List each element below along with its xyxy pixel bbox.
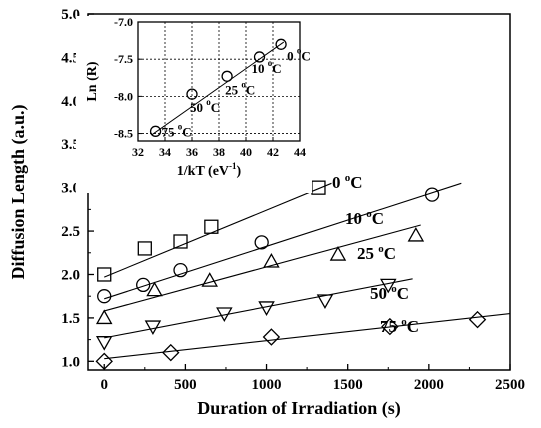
data-point (329, 246, 347, 261)
series-label: 25 oC (357, 243, 396, 263)
data-point (173, 262, 188, 278)
inset-x-tick-label: 42 (267, 145, 279, 159)
data-point (95, 352, 113, 371)
inset-y-tick-label: -7.0 (114, 15, 133, 29)
inset-x-tick-label: 34 (159, 145, 171, 159)
inset-x-tick-label: 36 (186, 145, 198, 159)
inset-point-label: 10 oC (252, 58, 282, 76)
inset-data-point (275, 38, 287, 50)
data-point (262, 328, 281, 346)
y-tick-label: 1.5 (61, 311, 80, 327)
inset-background (76, 16, 312, 193)
data-point (407, 226, 425, 242)
inset-x-tick-label: 40 (240, 145, 252, 159)
data-point (95, 336, 113, 351)
inset-point-label: 75 oC (162, 121, 192, 139)
data-point (201, 272, 218, 287)
inset-data-point (221, 70, 233, 82)
data-point (146, 281, 163, 297)
data-point (173, 234, 188, 249)
series-label: 50 oC (370, 283, 409, 303)
inset-data-point (186, 88, 198, 100)
data-point (316, 294, 334, 310)
x-tick-label: 2500 (495, 377, 525, 393)
x-tick-label: 500 (174, 377, 197, 393)
inset-x-tick-label: 32 (132, 145, 144, 159)
inset-x-axis-title: 1/kT (eV-1) (177, 161, 242, 179)
series-label: 0 oC (332, 172, 363, 192)
data-point (144, 320, 162, 336)
data-point (381, 317, 399, 336)
x-tick-label: 1500 (333, 377, 363, 393)
data-point (162, 343, 180, 362)
data-point (258, 301, 275, 316)
inset-data-point (253, 51, 266, 63)
data-point (97, 289, 112, 304)
y-axis-title: Diffusion Length (a.u.) (8, 104, 29, 279)
inset-plot: 32 34 36 38 40 42 44 -8.5 -8.0 -7.5 -7.0 1/kT (eV-1… (76, 15, 312, 193)
inset-y-tick-label: -8.5 (114, 127, 133, 141)
fit-line (104, 224, 421, 312)
main-plot: 0 500 1000 1500 2000 2500 1.0 1.5 2.0 2.5 3.0 3.5 4.… (8, 7, 525, 419)
data-point (254, 235, 269, 250)
inset-y-axis-title: Ln (R) (85, 61, 100, 101)
data-point (424, 187, 440, 202)
y-tick-label: 2.5 (61, 224, 80, 240)
y-tick-label: 3.0 (61, 181, 80, 197)
data-point (468, 310, 487, 329)
data-point (95, 309, 113, 325)
data-point (97, 267, 112, 282)
data-point (204, 219, 219, 234)
y-tick-label: 4.0 (61, 94, 80, 110)
inset-data-point (149, 125, 162, 137)
x-axis-title: Duration of Irradiation (s) (197, 398, 401, 419)
data-point (311, 180, 326, 195)
y-tick-label: 4.5 (61, 50, 80, 66)
inset-point-label: 0 oC (287, 45, 311, 63)
inset-y-tick-label: -8.0 (114, 89, 133, 103)
inset-frame (137, 21, 301, 142)
data-point (137, 241, 152, 256)
x-tick-label: 0 (100, 377, 108, 393)
inset-point-label: 25 oC (225, 79, 255, 97)
data-point (216, 307, 233, 323)
inset-fit-line (151, 41, 285, 136)
inset-point-label: 50 oC (190, 97, 220, 115)
y-tick-label: 5.0 (61, 7, 80, 23)
inset-x-tick-label: 44 (294, 145, 306, 159)
y-tick-label: 3.5 (61, 137, 80, 153)
inset-x-tick-label: 38 (213, 145, 225, 159)
data-point (136, 277, 151, 293)
data-point (380, 278, 397, 294)
y-tick-label: 1.0 (61, 354, 80, 370)
fit-line (104, 182, 462, 300)
fit-line (104, 313, 511, 360)
series-label: 10 oC (345, 208, 384, 228)
data-point (263, 252, 280, 268)
x-tick-label: 2000 (414, 377, 444, 393)
series-label: 75 oC (380, 316, 419, 336)
y-tick-label: 2.0 (61, 267, 80, 283)
x-tick-label: 1000 (252, 377, 282, 393)
inset-y-tick-label: -7.5 (114, 52, 133, 66)
